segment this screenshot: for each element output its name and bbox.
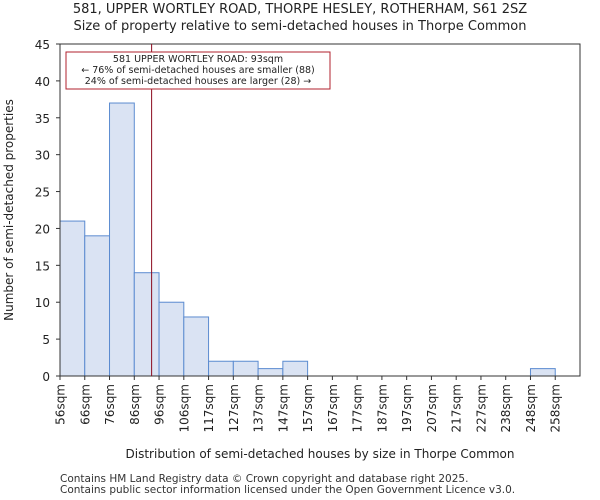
x-tick-label: 147sqm: [276, 384, 290, 432]
x-tick-label: 106sqm: [177, 384, 191, 432]
chart-subtitle: Size of property relative to semi-detach…: [73, 19, 527, 34]
footer-line-1: Contains HM Land Registry data © Crown c…: [60, 473, 469, 485]
y-tick-label: 35: [35, 112, 50, 126]
plot-frame: [59, 43, 581, 377]
histogram-bar: [59, 220, 86, 377]
histogram-bar: [158, 301, 185, 377]
x-tick-label: 187sqm: [375, 384, 389, 432]
y-tick-label: 40: [35, 75, 50, 89]
x-tick-label: 137sqm: [252, 384, 266, 432]
x-axis-label: Distribution of semi-detached houses by …: [126, 447, 515, 461]
x-tick-label: 258sqm: [549, 384, 563, 432]
histogram-bar: [183, 316, 210, 377]
x-tick-label: 157sqm: [301, 384, 315, 432]
annotation-line-3: 24% of semi-detached houses are larger (…: [85, 76, 312, 87]
y-tick-label: 20: [35, 222, 50, 236]
x-tick-label: 197sqm: [400, 384, 414, 432]
x-tick-label: 117sqm: [202, 384, 216, 432]
x-tick-label: 66sqm: [78, 384, 92, 425]
annotation-line-1: 581 UPPER WORTLEY ROAD: 93sqm: [113, 54, 283, 65]
y-tick-label: 25: [35, 186, 50, 200]
footer-line-2: Contains public sector information licen…: [60, 484, 516, 496]
x-tick-label: 86sqm: [128, 384, 142, 425]
x-tick-label: 56sqm: [54, 384, 68, 425]
x-tick-label: 177sqm: [351, 384, 365, 432]
x-tick-label: 167sqm: [326, 384, 340, 432]
x-tick-label: 227sqm: [474, 384, 488, 432]
y-tick-label: 10: [35, 296, 50, 310]
y-tick-label: 15: [35, 259, 50, 273]
x-tick-label: 76sqm: [103, 384, 117, 425]
annotation-line-2: ← 76% of semi-detached houses are smalle…: [81, 65, 315, 76]
y-tick-label: 0: [42, 370, 50, 384]
x-tick-label: 127sqm: [227, 384, 241, 432]
y-tick-label: 45: [35, 38, 50, 52]
histogram-bar: [109, 102, 135, 377]
histogram-bar: [257, 368, 284, 377]
x-tick-label: 248sqm: [524, 384, 538, 432]
histogram-bar: [282, 360, 309, 377]
x-tick-label: 96sqm: [153, 384, 167, 425]
histogram-bar: [529, 368, 556, 377]
histogram-bar: [232, 360, 259, 377]
annotation-box: [65, 51, 331, 90]
x-tick-label: 238sqm: [499, 384, 513, 432]
y-axis-label: Number of semi-detached properties: [2, 99, 16, 321]
y-tick-label: 5: [42, 333, 50, 347]
x-tick-label: 217sqm: [450, 384, 464, 432]
histogram-bar: [133, 272, 160, 377]
histogram-bar: [208, 360, 234, 377]
y-tick-label: 30: [35, 149, 50, 163]
x-tick-label: 207sqm: [425, 384, 439, 432]
histogram-bar: [84, 235, 111, 377]
chart-title: 581, UPPER WORTLEY ROAD, THORPE HESLEY, …: [72, 2, 528, 17]
